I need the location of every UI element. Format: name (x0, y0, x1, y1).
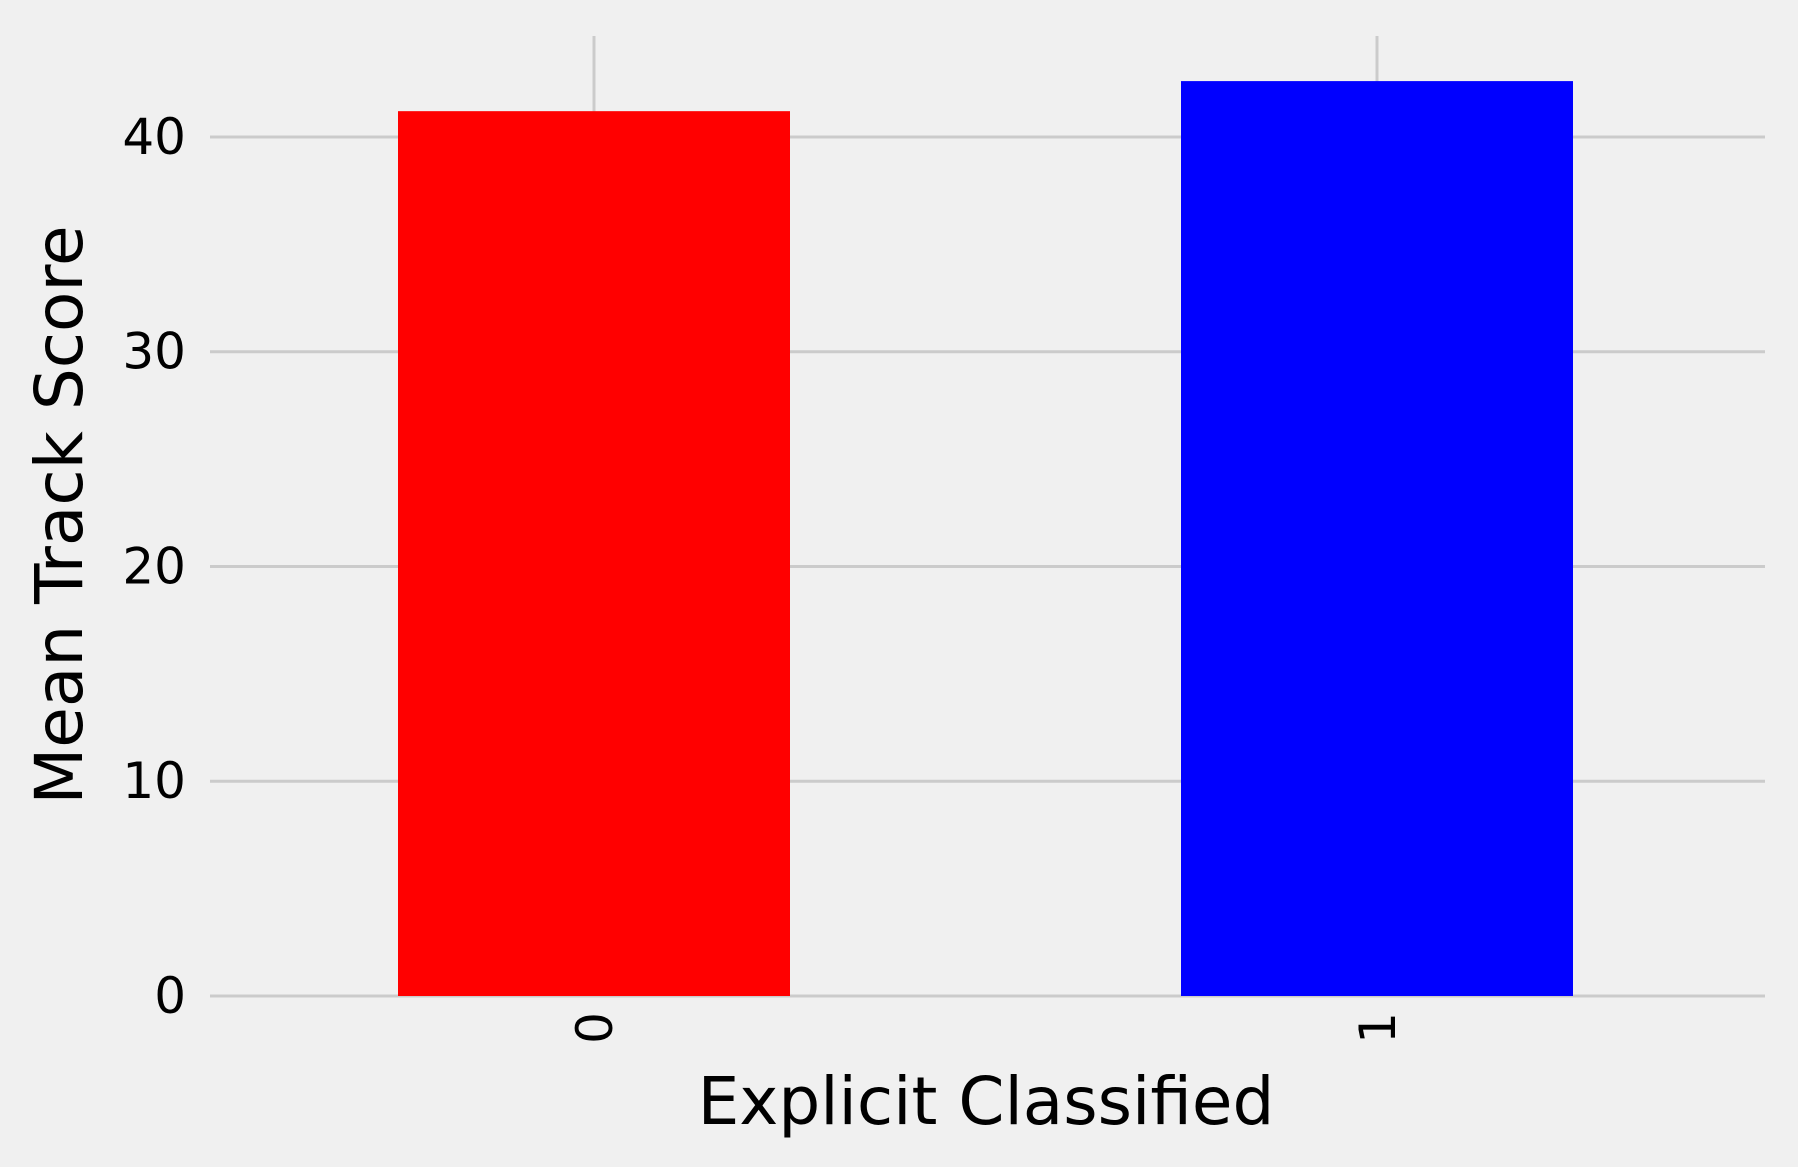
y-tick-label: 30 (122, 323, 186, 381)
y-axis-label: Mean Track Score (21, 225, 98, 804)
bars (398, 81, 1573, 997)
y-tick-labels: 0 10 20 30 40 (122, 108, 186, 1025)
x-tick-label: 1 (1349, 1012, 1407, 1044)
y-tick-label: 10 (122, 752, 186, 810)
bar-1 (1181, 81, 1573, 997)
bar-0 (398, 111, 790, 996)
x-axis-label: Explicit Classified (698, 1063, 1275, 1140)
y-tick-label: 20 (122, 537, 186, 595)
y-tick-label: 0 (154, 967, 186, 1025)
x-tick-label: 0 (566, 1012, 624, 1044)
y-tick-label: 40 (122, 108, 186, 166)
